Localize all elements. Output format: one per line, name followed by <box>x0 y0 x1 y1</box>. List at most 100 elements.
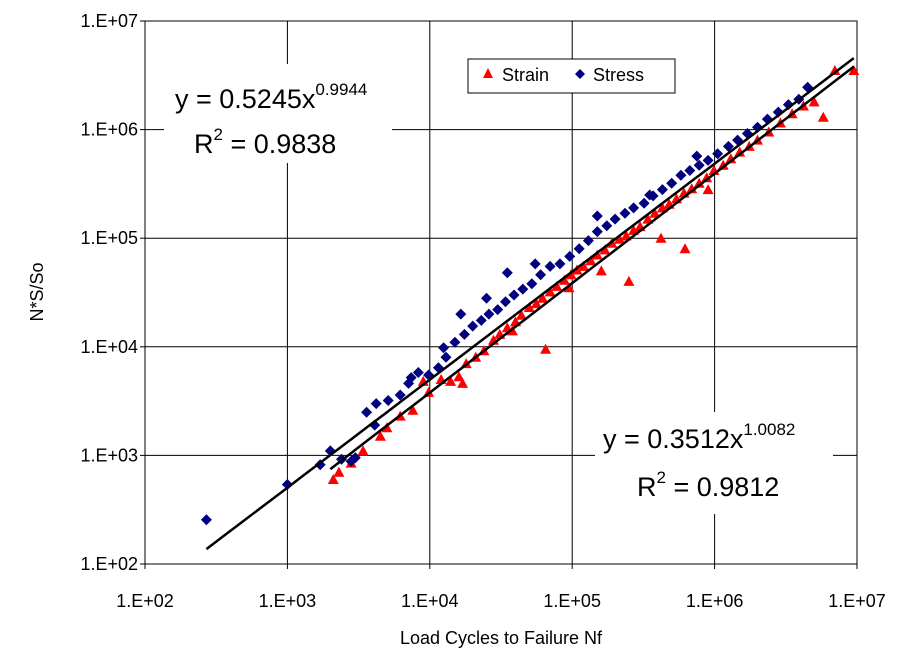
stress-point <box>666 177 678 189</box>
annotation-stress-box <box>164 64 392 163</box>
stress-point <box>455 308 467 320</box>
x-tick-label: 1.E+04 <box>401 591 459 611</box>
stress-point <box>467 320 479 332</box>
stress-point <box>644 189 656 201</box>
strain-point <box>595 265 607 276</box>
strain-point <box>453 371 465 382</box>
stress-point <box>361 406 373 418</box>
strain-point <box>686 183 698 194</box>
stress-point <box>440 351 452 363</box>
strain-r2-exp: 2 <box>657 468 666 487</box>
y-tick-label: 1.E+03 <box>80 445 138 465</box>
legend-box <box>467 58 676 94</box>
stress-point <box>693 159 705 171</box>
y-tick-label: 1.E+07 <box>80 11 138 31</box>
strain-point <box>374 430 386 441</box>
stress-point <box>582 235 594 247</box>
strain-point <box>623 275 635 286</box>
trendline-strain <box>329 65 855 471</box>
strain-point <box>565 269 577 280</box>
stress-point <box>691 150 703 162</box>
strain-point <box>585 255 597 266</box>
strain-equation: y = 0.3512x1.0082 <box>603 420 795 454</box>
y-tick-label: 1.E+06 <box>80 120 138 140</box>
x-tick-label: 1.E+05 <box>543 591 601 611</box>
stress-point <box>508 289 520 301</box>
stress-point <box>501 267 513 279</box>
stress-point <box>609 213 621 225</box>
strain-eq-exp: 1.0082 <box>743 420 795 439</box>
strain-point <box>457 377 469 388</box>
stress-point <box>438 342 450 354</box>
strain-r2: R2 = 0.9812 <box>637 468 779 502</box>
stress-point <box>483 308 495 320</box>
strain-point <box>563 282 575 293</box>
stress-point <box>601 220 613 232</box>
x-tick-label: 1.E+06 <box>686 591 744 611</box>
strain-point <box>599 244 611 255</box>
x-tick-label: 1.E+03 <box>259 591 317 611</box>
legend: Strain Stress <box>467 58 676 94</box>
strain-point <box>734 146 746 157</box>
stress-point <box>394 389 406 401</box>
stress-point <box>517 283 529 295</box>
stress-point <box>475 314 487 326</box>
stress-point <box>500 296 511 308</box>
strain-point <box>717 159 729 170</box>
strain-point <box>445 375 457 386</box>
stress-r2-base: R <box>194 129 214 159</box>
stress-point <box>619 207 631 219</box>
strain-point <box>515 309 527 320</box>
strain-point <box>537 292 549 303</box>
legend-stress-marker <box>575 69 585 79</box>
stress-point <box>638 197 650 209</box>
tick-labels: 1.E+02 1.E+03 1.E+04 1.E+05 1.E+06 1.E+07 1.E+… <box>80 11 885 611</box>
annotation-strain-fit: y = 0.3512x1.0082 R2 = 0.9812 <box>595 412 833 514</box>
stress-point <box>449 336 461 348</box>
annotation-stress-fit: y = 0.5245x0.9944 R2 = 0.9838 <box>164 64 392 163</box>
stress-point <box>481 292 492 304</box>
stress-point <box>535 269 547 281</box>
stress-point <box>458 328 470 340</box>
strain-point <box>333 466 345 477</box>
strain-point <box>357 445 369 456</box>
strain-point <box>551 280 563 291</box>
strain-point <box>407 404 419 415</box>
strain-point <box>808 96 820 107</box>
stress-point <box>675 169 687 181</box>
y-tick-label: 1.E+04 <box>80 337 138 357</box>
strain-point <box>655 232 667 243</box>
strain-point <box>544 286 556 297</box>
stress-point <box>712 148 724 160</box>
stress-point <box>200 514 212 526</box>
strain-point <box>614 233 625 244</box>
y-axis-title: N*S/So <box>27 262 47 321</box>
stress-point <box>782 99 794 111</box>
stress-point <box>405 372 417 384</box>
stress-point <box>370 398 382 410</box>
annotation-strain-box <box>595 412 833 514</box>
strain-point <box>829 65 841 75</box>
strain-point <box>591 249 603 260</box>
stress-point <box>564 250 576 262</box>
stress-point <box>492 304 504 316</box>
stress-point <box>684 165 696 176</box>
stress-point <box>722 140 734 152</box>
x-tick-label: 1.E+07 <box>828 591 886 611</box>
stress-r2-exp: 2 <box>214 125 223 144</box>
strain-point <box>848 65 860 75</box>
stress-point <box>656 184 668 196</box>
strain-point <box>725 153 737 164</box>
stress-point <box>281 479 293 490</box>
y-tick-label: 1.E+02 <box>80 554 138 574</box>
strain-point <box>558 274 570 285</box>
strain-point <box>381 422 393 433</box>
strain-point <box>578 260 589 271</box>
legend-strain-marker <box>483 68 493 78</box>
plot-frame <box>144 20 858 565</box>
stress-eq-base: y = 0.5245x <box>175 84 316 114</box>
strain-point <box>523 302 535 312</box>
stress-point <box>529 258 541 270</box>
strain-point <box>701 172 713 183</box>
